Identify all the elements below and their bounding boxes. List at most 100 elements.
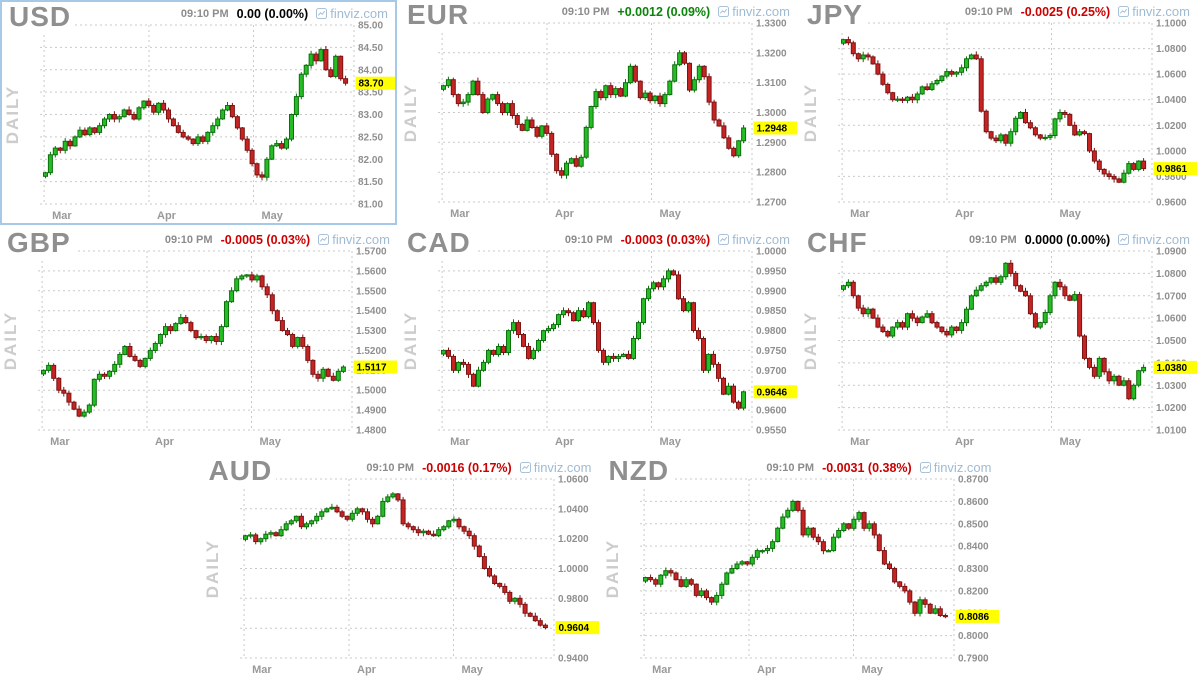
svg-text:1.0380: 1.0380: [1157, 363, 1188, 374]
svg-text:1.4800: 1.4800: [356, 426, 387, 437]
quote-change: -0.0003 (0.03%): [620, 232, 711, 247]
svg-text:Mar: Mar: [850, 436, 870, 448]
svg-text:1.0400: 1.0400: [1156, 95, 1187, 106]
svg-text:DAILY: DAILY: [603, 539, 622, 598]
quote-change: -0.0005 (0.03%): [220, 232, 311, 247]
svg-text:1.4900: 1.4900: [356, 406, 387, 417]
svg-text:1.2900: 1.2900: [756, 138, 787, 149]
svg-text:1.1000: 1.1000: [1156, 19, 1187, 30]
svg-text:0.8400: 0.8400: [958, 542, 989, 553]
svg-text:0.8600: 0.8600: [958, 497, 989, 508]
chart-tile-cad[interactable]: CAD 09:10 PM -0.0003 (0.03%) finviz.com …: [400, 228, 797, 453]
svg-text:1.0200: 1.0200: [1156, 403, 1187, 414]
chart-symbol: GBP: [7, 228, 75, 260]
svg-text:0.8700: 0.8700: [958, 475, 989, 486]
finviz-link[interactable]: finviz.com: [718, 4, 790, 19]
svg-text:May: May: [1060, 436, 1082, 448]
svg-text:1.0800: 1.0800: [1156, 269, 1187, 280]
candlestick-chart-usd[interactable]: 85.00 84.50 84.00 83.50 83.00 82.50 82.00 81.50…: [2, 2, 395, 223]
chart-tile-jpy[interactable]: JPY 09:10 PM -0.0025 (0.25%) finviz.com …: [800, 0, 1197, 225]
svg-text:Apr: Apr: [955, 208, 975, 220]
chart-tile-chf[interactable]: CHF 09:10 PM 0.0000 (0.00%) finviz.com 1…: [800, 228, 1197, 453]
finviz-icon: [318, 234, 330, 245]
svg-text:Mar: Mar: [52, 210, 72, 222]
finviz-label: finviz.com: [332, 232, 390, 247]
svg-text:Apr: Apr: [757, 664, 777, 676]
svg-text:Apr: Apr: [157, 210, 177, 222]
chart-tile-usd[interactable]: USD 09:10 PM 0.00 (0.00%) finviz.com 85.…: [0, 0, 397, 225]
svg-text:1.0700: 1.0700: [1156, 291, 1187, 302]
charts-row-1: USD 09:10 PM 0.00 (0.00%) finviz.com 85.…: [0, 0, 1200, 225]
svg-text:0.8500: 0.8500: [958, 519, 989, 530]
finviz-icon: [718, 234, 730, 245]
finviz-link[interactable]: finviz.com: [718, 232, 790, 247]
svg-text:DAILY: DAILY: [801, 311, 820, 370]
svg-text:82.50: 82.50: [358, 132, 383, 143]
chart-symbol: CHF: [807, 228, 872, 260]
svg-text:Apr: Apr: [955, 436, 975, 448]
finviz-link[interactable]: finviz.com: [316, 6, 388, 21]
finviz-link[interactable]: finviz.com: [519, 460, 592, 475]
svg-text:May: May: [260, 436, 282, 448]
candlestick-chart-gbp[interactable]: 1.5700 1.5600 1.5500 1.5400 1.5300 1.5200 1.51…: [0, 228, 397, 453]
finviz-label: finviz.com: [732, 232, 790, 247]
quote-change: 0.00 (0.00%): [236, 6, 309, 21]
svg-text:1.5000: 1.5000: [356, 386, 387, 397]
candlestick-chart-aud[interactable]: 1.06001.04001.02001.00000.98000.96000.94…: [202, 456, 599, 681]
quote-time: 09:10 PM: [180, 7, 229, 20]
chart-tile-gbp[interactable]: GBP 09:10 PM -0.0005 (0.03%) finviz.com …: [0, 228, 397, 453]
chart-tile-nzd[interactable]: NZD 09:10 PM -0.0031 (0.38%) finviz.com …: [601, 456, 999, 681]
finviz-link[interactable]: finviz.com: [1118, 232, 1190, 247]
candlestick-chart-eur[interactable]: 1.3300 1.3200 1.3100 1.3000 1.2900 1.2800 1.27…: [400, 0, 797, 225]
candlestick-chart-jpy[interactable]: 1.1000 1.0800 1.0600 1.0400 1.0200 1.0000 0.98…: [800, 0, 1197, 225]
svg-text:83.00: 83.00: [358, 110, 383, 121]
finviz-link[interactable]: finviz.com: [919, 460, 992, 475]
svg-text:Mar: Mar: [50, 436, 70, 448]
quote-time: 09:10 PM: [964, 5, 1013, 18]
svg-text:May: May: [660, 208, 682, 220]
quote-time: 09:10 PM: [969, 233, 1017, 246]
svg-text:1.0000: 1.0000: [756, 247, 787, 258]
svg-text:0.9646: 0.9646: [757, 387, 788, 398]
finviz-label: finviz.com: [330, 6, 388, 21]
svg-text:0.9850: 0.9850: [756, 306, 787, 317]
candlestick-chart-cad[interactable]: 1.0000 0.9950 0.9900 0.9850 0.9800 0.9750 0.97…: [400, 228, 797, 453]
svg-text:Apr: Apr: [155, 436, 175, 448]
svg-text:May: May: [262, 210, 284, 222]
svg-text:1.0100: 1.0100: [1156, 426, 1187, 437]
svg-text:1.3000: 1.3000: [756, 108, 787, 119]
svg-text:83.50: 83.50: [358, 88, 383, 99]
svg-text:0.9600: 0.9600: [756, 406, 787, 417]
chart-tile-eur[interactable]: EUR 09:10 PM +0.0012 (0.09%) finviz.com …: [400, 0, 797, 225]
candlestick-chart-nzd[interactable]: 0.87000.86000.85000.84000.83000.82000.81…: [602, 456, 999, 681]
finviz-icon: [519, 462, 531, 473]
svg-text:1.3300: 1.3300: [756, 19, 787, 30]
svg-text:Apr: Apr: [357, 664, 377, 676]
svg-text:1.0900: 1.0900: [1156, 247, 1187, 258]
svg-text:1.2948: 1.2948: [757, 124, 788, 135]
charts-row-2: GBP 09:10 PM -0.0005 (0.03%) finviz.com …: [0, 228, 1200, 453]
svg-text:DAILY: DAILY: [203, 539, 222, 598]
finviz-icon: [919, 462, 931, 473]
charts-row-3: AUD 09:10 PM -0.0016 (0.17%) finviz.com …: [0, 456, 1200, 681]
finviz-link[interactable]: finviz.com: [1118, 4, 1190, 19]
svg-text:0.8200: 0.8200: [958, 586, 989, 597]
quote-time: 09:10 PM: [561, 5, 610, 18]
candlestick-chart-chf[interactable]: 1.09001.08001.07001.06001.05001.04001.03…: [800, 228, 1197, 453]
svg-text:DAILY: DAILY: [401, 311, 420, 370]
svg-text:0.9800: 0.9800: [558, 594, 589, 605]
finviz-link[interactable]: finviz.com: [318, 232, 390, 247]
svg-text:0.9800: 0.9800: [1156, 172, 1187, 183]
finviz-label: finviz.com: [933, 460, 992, 475]
svg-text:1.0000: 1.0000: [1156, 146, 1187, 157]
svg-text:85.00: 85.00: [358, 21, 383, 32]
chart-symbol: NZD: [608, 456, 674, 488]
finviz-label: finviz.com: [1132, 232, 1190, 247]
svg-text:0.8300: 0.8300: [958, 564, 989, 575]
svg-text:1.0200: 1.0200: [1156, 121, 1187, 132]
svg-text:0.7900: 0.7900: [958, 654, 989, 665]
svg-text:1.0500: 1.0500: [1156, 336, 1187, 347]
chart-tile-aud[interactable]: AUD 09:10 PM -0.0016 (0.17%) finviz.com …: [201, 456, 599, 681]
svg-text:0.8086: 0.8086: [958, 612, 989, 623]
